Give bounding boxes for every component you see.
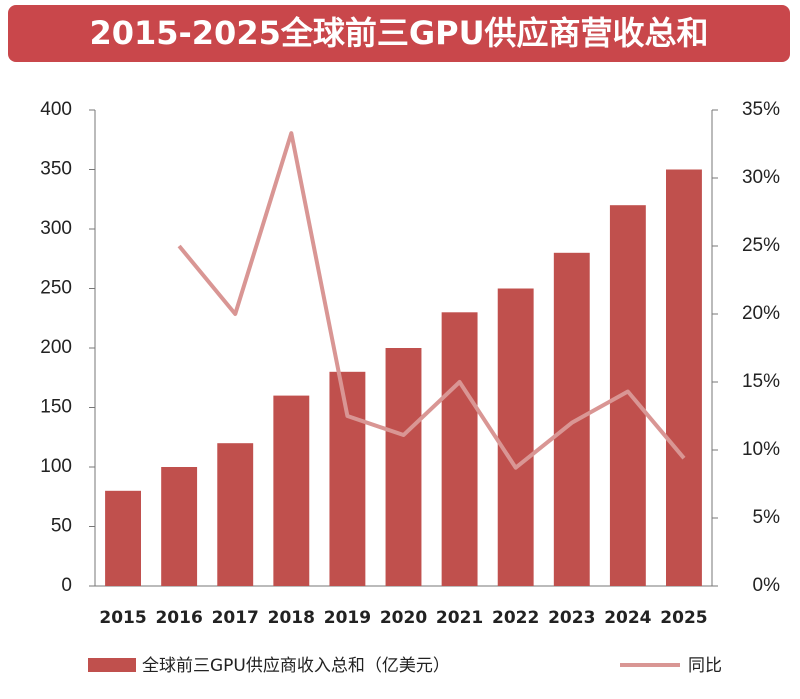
bar — [497, 288, 534, 586]
y2-tick-label: 30% — [742, 167, 780, 188]
bar — [273, 395, 310, 586]
bar — [329, 371, 366, 586]
y-tick-label: 350 — [40, 159, 72, 180]
legend-label: 同比 — [688, 656, 722, 676]
line — [177, 131, 686, 470]
bar — [441, 312, 478, 586]
y-tick-label: 400 — [40, 99, 72, 120]
bar — [385, 348, 422, 586]
y2-tick-label: 25% — [742, 235, 780, 256]
y-tick-label: 50 — [51, 516, 72, 537]
x-tick-label: 2017 — [212, 608, 259, 628]
x-tick-label: 2023 — [548, 608, 595, 628]
bar — [105, 490, 141, 586]
y2-tick-label: 10% — [742, 439, 780, 460]
y2-tick-label: 20% — [742, 303, 780, 324]
y-tick-label: 250 — [40, 278, 72, 299]
x-tick-label: 2016 — [155, 608, 202, 628]
title-banner — [8, 5, 790, 62]
y2-tick-label: 15% — [742, 371, 780, 392]
x-tick-label: 2021 — [436, 608, 483, 628]
bar — [553, 252, 590, 587]
y-tick-label: 100 — [40, 456, 72, 477]
x-tick-label: 2022 — [492, 608, 539, 628]
x-tick-label: 2020 — [380, 608, 427, 628]
y-tick-label: 0 — [61, 575, 72, 596]
y-tick-label: 150 — [40, 397, 72, 418]
bar — [161, 467, 198, 586]
chart-title: 2015-2025全球前三GPU供应商营收总和 — [89, 14, 708, 52]
bar — [666, 169, 702, 586]
x-tick-label: 2024 — [604, 608, 651, 628]
bar — [217, 443, 254, 586]
x-tick-label: 2015 — [99, 608, 146, 628]
x-tick-label: 2018 — [268, 608, 315, 628]
y-tick-label: 300 — [40, 218, 72, 239]
y2-tick-label: 35% — [742, 99, 780, 120]
legend-swatch — [88, 658, 136, 672]
y-tick-label: 200 — [40, 337, 72, 358]
bar — [609, 205, 646, 586]
x-tick-label: 2025 — [660, 608, 707, 628]
x-tick-label: 2019 — [324, 608, 371, 628]
legend-label: 全球前三GPU供应商收入总和（亿美元） — [142, 656, 450, 676]
y2-tick-label: 5% — [753, 507, 781, 528]
y2-tick-label: 0% — [753, 575, 781, 596]
